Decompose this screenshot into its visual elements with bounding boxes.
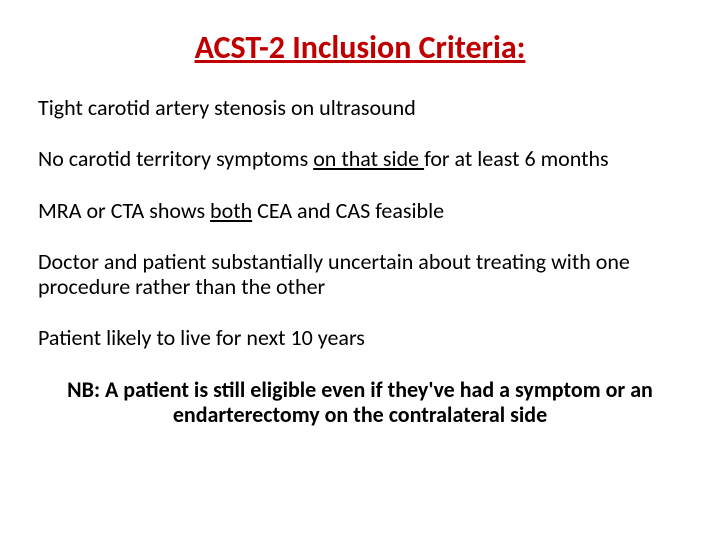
criteria-list: Tight carotid artery stenosis on ultraso… bbox=[38, 95, 682, 351]
criteria-item: Patient likely to live for next 10 years bbox=[38, 325, 682, 350]
criteria-item: No carotid territory symptoms on that si… bbox=[38, 146, 682, 171]
criteria-segment: Patient likely to live for next 10 years bbox=[38, 324, 365, 351]
slide-title: ACST-2 Inclusion Criteria: bbox=[38, 28, 682, 67]
criteria-segment: MRA or CTA shows bbox=[38, 197, 210, 224]
criteria-segment: Doctor and patient substantially uncerta… bbox=[38, 248, 630, 300]
criteria-item: Doctor and patient substantially uncerta… bbox=[38, 249, 682, 300]
criteria-segment: both bbox=[210, 197, 252, 224]
criteria-item: Tight carotid artery stenosis on ultraso… bbox=[38, 95, 682, 120]
nb-note: NB: A patient is still eligible even if … bbox=[38, 377, 682, 428]
criteria-segment: Tight carotid artery stenosis on ultraso… bbox=[38, 94, 416, 121]
criteria-item: MRA or CTA shows both CEA and CAS feasib… bbox=[38, 198, 682, 223]
criteria-segment: for at least 6 months bbox=[424, 145, 609, 172]
criteria-segment: No carotid territory symptoms bbox=[38, 145, 313, 172]
criteria-segment: CEA and CAS feasible bbox=[252, 197, 444, 224]
criteria-segment: on that side bbox=[313, 145, 424, 172]
